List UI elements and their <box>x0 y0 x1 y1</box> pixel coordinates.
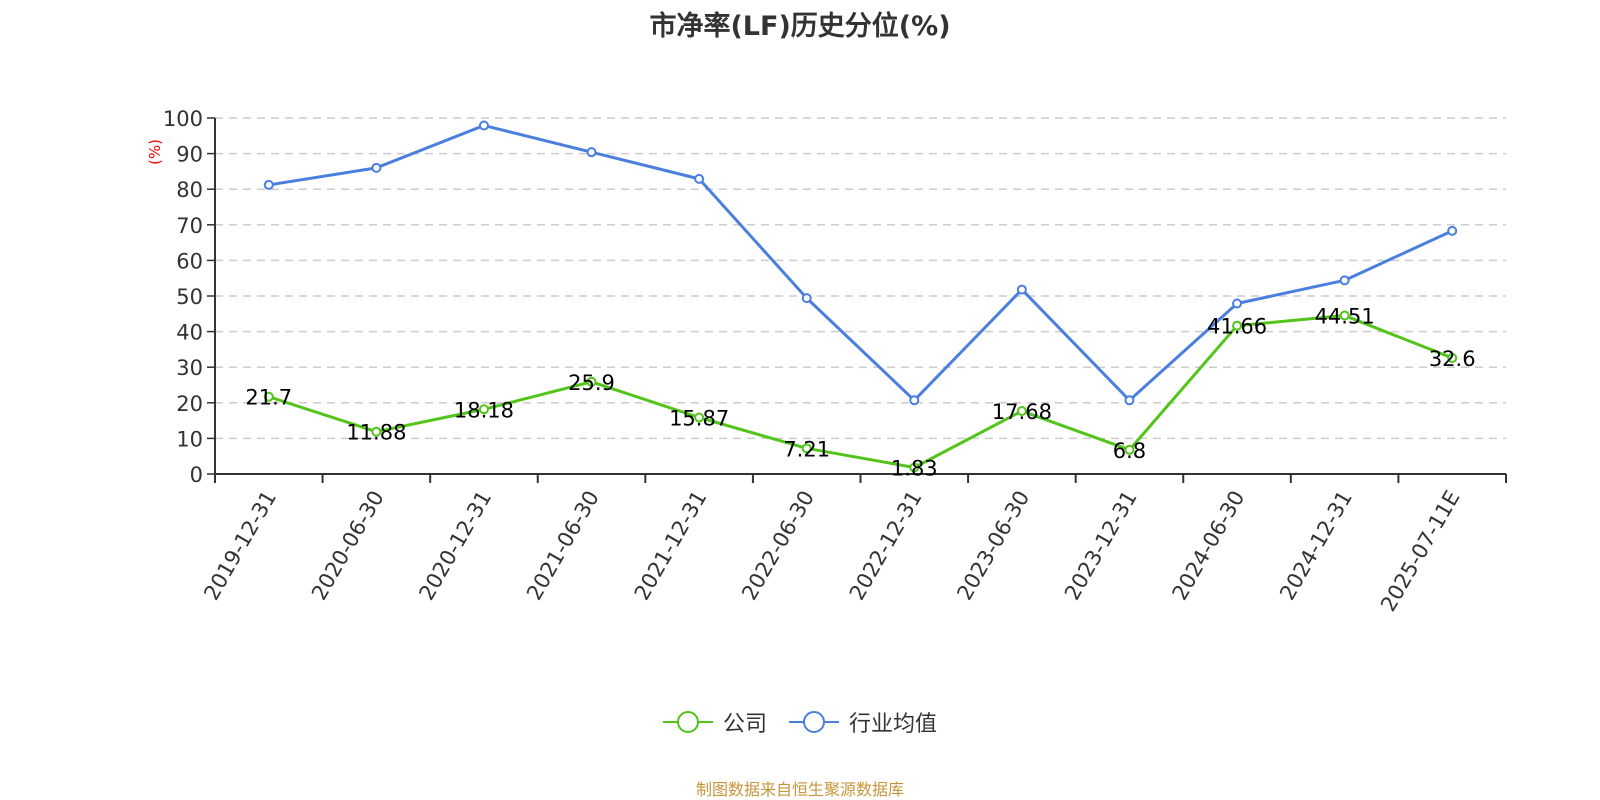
svg-text:30: 30 <box>176 356 203 380</box>
svg-text:2023-12-31: 2023-12-31 <box>1060 487 1142 605</box>
source-note: 制图数据来自恒生聚源数据库 <box>695 780 904 799</box>
svg-text:80: 80 <box>176 178 203 202</box>
svg-text:2021-06-30: 2021-06-30 <box>522 487 604 605</box>
svg-text:17.68: 17.68 <box>992 400 1052 424</box>
svg-text:18.18: 18.18 <box>454 398 514 422</box>
legend-item-company[interactable]: 公司 <box>662 706 767 738</box>
grid-lines <box>215 117 1506 440</box>
legend-label-industry: 行业均值 <box>849 712 938 737</box>
svg-text:15.87: 15.87 <box>669 407 729 431</box>
svg-text:70: 70 <box>176 214 203 238</box>
svg-text:2022-12-31: 2022-12-31 <box>845 487 927 605</box>
svg-text:0: 0 <box>190 463 203 487</box>
line-chart: 0 10 20 30 40 50 60 70 80 90 100 (%) 2019-12-31 202… <box>146 107 1507 616</box>
svg-text:2024-06-30: 2024-06-30 <box>1168 487 1250 605</box>
svg-text:2025-07-11E: 2025-07-11E <box>1376 487 1464 616</box>
svg-text:60: 60 <box>176 249 203 273</box>
svg-text:7.21: 7.21 <box>783 437 830 461</box>
svg-text:2023-06-30: 2023-06-30 <box>952 487 1034 605</box>
legend: 公司 行业均值 <box>0 706 1600 738</box>
svg-text:20: 20 <box>176 392 203 416</box>
svg-text:40: 40 <box>176 321 203 345</box>
chart-title: 市净率(LF)历史分位(%) <box>649 11 951 42</box>
svg-text:32.6: 32.6 <box>1429 347 1476 371</box>
svg-text:2020-12-31: 2020-12-31 <box>414 487 496 605</box>
svg-text:50: 50 <box>176 285 203 309</box>
legend-label-company: 公司 <box>722 712 767 737</box>
series-lines <box>263 120 1458 473</box>
svg-text:90: 90 <box>176 143 203 167</box>
svg-text:10: 10 <box>176 427 203 451</box>
svg-text:2022-06-30: 2022-06-30 <box>737 487 819 605</box>
y-axis: 0 10 20 30 40 50 60 70 80 90 100 <box>163 107 216 487</box>
legend-item-industry[interactable]: 行业均值 <box>789 706 937 738</box>
svg-text:2019-12-31: 2019-12-31 <box>199 487 281 605</box>
svg-text:6.8: 6.8 <box>1113 439 1146 463</box>
x-axis: 2019-12-31 2020-06-30 2020-12-31 2021-06-30… <box>199 473 1507 616</box>
line-circle-marker-icon <box>662 711 713 733</box>
svg-text:41.66: 41.66 <box>1207 315 1267 339</box>
svg-text:100: 100 <box>163 107 203 131</box>
svg-text:44.51: 44.51 <box>1315 305 1375 329</box>
svg-text:2024-12-31: 2024-12-31 <box>1275 487 1357 605</box>
svg-text:21.7: 21.7 <box>245 386 292 410</box>
svg-text:25.9: 25.9 <box>568 371 615 395</box>
svg-text:11.88: 11.88 <box>346 421 406 445</box>
svg-text:2021-12-31: 2021-12-31 <box>630 487 712 605</box>
svg-text:1.83: 1.83 <box>891 456 938 480</box>
line-circle-marker-icon <box>789 711 839 733</box>
data-labels: 21.7 11.88 18.18 25.9 15.87 7.21 1.83 17.68 6.8 4… <box>245 305 1475 481</box>
y-axis-unit-label: (%) <box>146 139 164 165</box>
svg-text:2020-06-30: 2020-06-30 <box>307 487 389 605</box>
